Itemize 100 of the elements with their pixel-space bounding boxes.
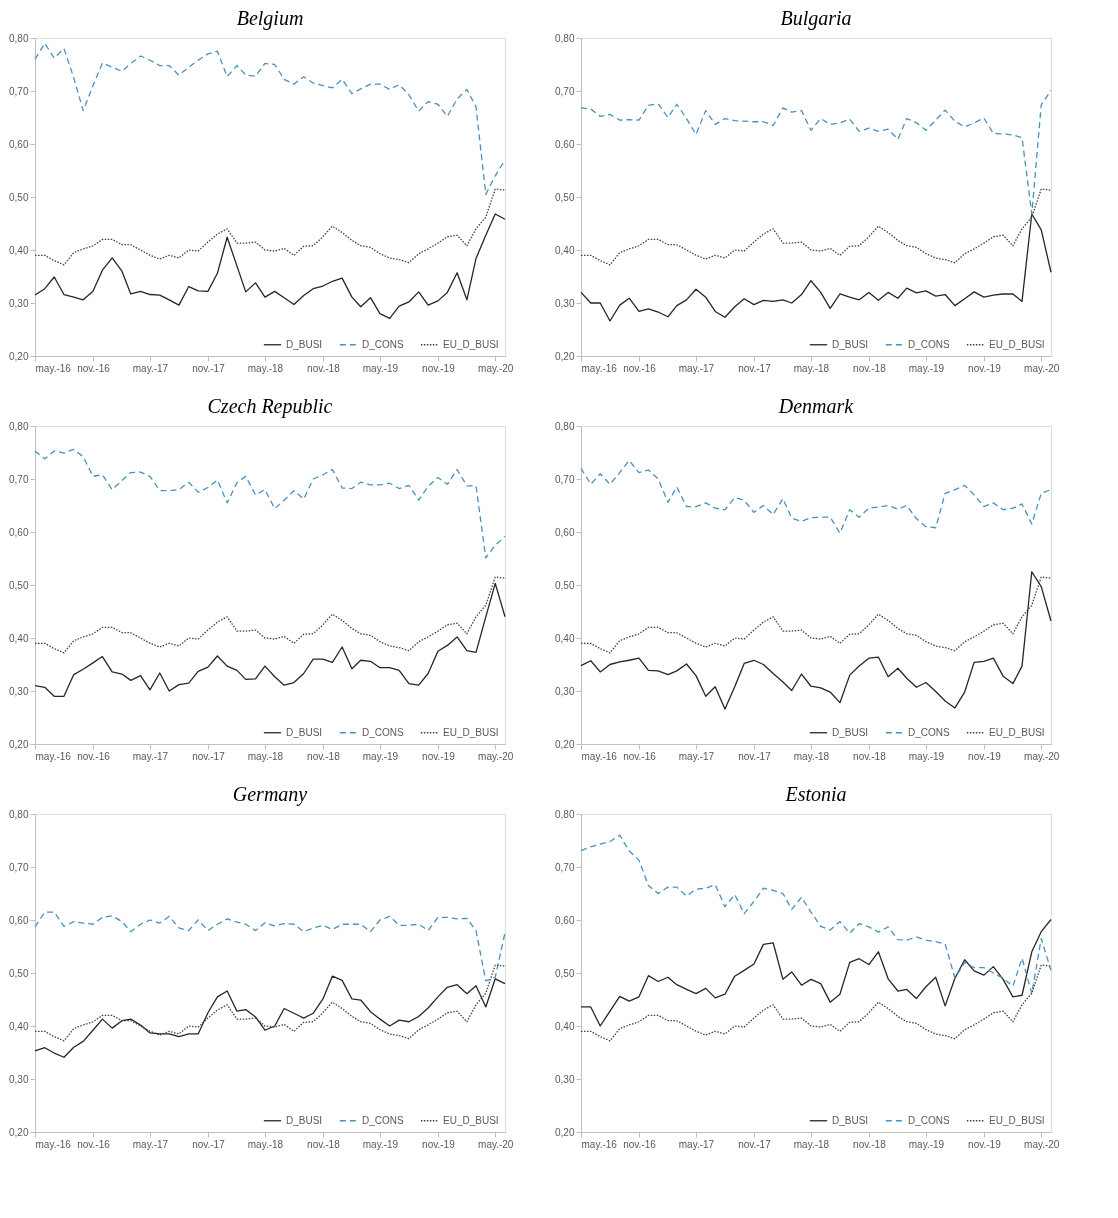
legend-label: D_BUSI — [832, 726, 869, 738]
x-tick-label: nov.-16 — [77, 362, 111, 374]
x-tick-label: nov.-19 — [422, 362, 456, 374]
y-tick-label: 0,60 — [9, 914, 29, 926]
line-series — [580, 188, 1052, 266]
x-tick-label: nov.-16 — [77, 750, 111, 762]
line-series — [34, 213, 506, 320]
x-tick-label: may.-17 — [678, 1138, 715, 1150]
chart-title: Bulgaria — [780, 7, 852, 30]
y-tick-label: 0,70 — [555, 85, 575, 97]
line-series — [34, 42, 506, 195]
x-tick-label: may.-19 — [908, 1138, 945, 1150]
line-series — [580, 834, 1052, 995]
y-tick-label: 0,30 — [555, 297, 575, 309]
x-tick-label: may.-17 — [132, 1138, 169, 1150]
y-tick-label: 0,40 — [555, 1020, 575, 1032]
x-tick-label: may.-20 — [478, 750, 514, 762]
y-tick-label: 0,50 — [555, 579, 575, 591]
legend-label: D_BUSI — [286, 338, 323, 350]
y-tick-label: 0,50 — [9, 579, 29, 591]
y-tick-label: 0,60 — [555, 914, 575, 926]
y-tick-label: 0,80 — [9, 420, 29, 432]
y-tick-label: 0,60 — [9, 526, 29, 538]
x-tick-label: may.-17 — [678, 750, 715, 762]
x-tick-label: may.-18 — [793, 750, 830, 762]
x-tick-label: nov.-16 — [623, 750, 657, 762]
chart-title: Belgium — [236, 7, 304, 30]
line-series — [580, 459, 1052, 534]
x-tick-label: may.-18 — [247, 362, 284, 374]
line-series — [580, 89, 1052, 215]
line-series — [34, 975, 506, 1058]
x-tick-label: may.-17 — [678, 362, 715, 374]
x-tick-label: may.-20 — [1024, 362, 1060, 374]
x-tick-label: may.-18 — [793, 1138, 830, 1150]
y-tick-label: 0,50 — [555, 967, 575, 979]
line-series — [34, 448, 506, 559]
x-tick-label: may.-17 — [132, 362, 169, 374]
x-tick-label: nov.-16 — [623, 1138, 657, 1150]
y-tick-label: 0,20 — [555, 738, 575, 750]
legend-label: EU_D_BUSI — [443, 1114, 499, 1126]
x-tick-label: nov.-16 — [623, 362, 657, 374]
y-tick-label: 0,80 — [555, 420, 575, 432]
y-tick-label: 0,60 — [555, 526, 575, 538]
x-tick-label: may.-18 — [793, 362, 830, 374]
y-tick-label: 0,30 — [9, 297, 29, 309]
legend-label: D_CONS — [908, 338, 950, 350]
y-tick-label: 0,70 — [9, 85, 29, 97]
x-tick-label: nov.-19 — [422, 1138, 456, 1150]
y-tick-label: 0,20 — [555, 1126, 575, 1138]
legend-label: D_CONS — [362, 1114, 404, 1126]
x-tick-label: nov.-18 — [307, 1138, 341, 1150]
x-tick-label: may.-18 — [247, 1138, 284, 1150]
line-series — [580, 571, 1052, 710]
x-tick-label: may.-19 — [362, 1138, 399, 1150]
legend-label: D_BUSI — [286, 1114, 323, 1126]
chart-title: Germany — [232, 783, 308, 806]
x-tick-label: may.-18 — [247, 750, 284, 762]
legend-label: D_BUSI — [832, 338, 869, 350]
x-tick-label: nov.-19 — [422, 750, 456, 762]
y-tick-label: 0,50 — [9, 191, 29, 203]
y-tick-label: 0,20 — [555, 350, 575, 362]
y-tick-label: 0,80 — [555, 32, 575, 44]
x-tick-label: may.-16 — [581, 1138, 618, 1150]
x-tick-label: may.-20 — [478, 362, 514, 374]
line-series — [580, 918, 1052, 1027]
x-tick-label: may.-19 — [908, 750, 945, 762]
chart-title: Czech Republic — [207, 395, 333, 418]
y-tick-label: 0,20 — [9, 738, 29, 750]
legend-label: D_BUSI — [832, 1114, 869, 1126]
x-tick-label: nov.-17 — [738, 1138, 772, 1150]
x-tick-label: nov.-18 — [307, 362, 341, 374]
x-tick-label: nov.-17 — [192, 750, 226, 762]
y-tick-label: 0,50 — [9, 967, 29, 979]
y-tick-label: 0,80 — [555, 808, 575, 820]
x-tick-label: nov.-18 — [853, 750, 887, 762]
x-tick-label: may.-19 — [362, 750, 399, 762]
x-tick-label: may.-16 — [35, 1138, 72, 1150]
x-tick-label: may.-16 — [35, 750, 72, 762]
x-tick-label: may.-20 — [478, 1138, 514, 1150]
legend-label: EU_D_BUSI — [443, 338, 499, 350]
legend-label: EU_D_BUSI — [989, 726, 1045, 738]
y-tick-label: 0,30 — [555, 685, 575, 697]
y-tick-label: 0,40 — [9, 244, 29, 256]
y-tick-label: 0,60 — [9, 138, 29, 150]
legend-label: D_BUSI — [286, 726, 323, 738]
legend-label: D_CONS — [362, 338, 404, 350]
x-tick-label: nov.-18 — [853, 362, 887, 374]
x-tick-label: may.-20 — [1024, 1138, 1060, 1150]
x-tick-label: may.-16 — [581, 750, 618, 762]
y-tick-label: 0,20 — [9, 350, 29, 362]
x-tick-label: may.-17 — [132, 750, 169, 762]
y-tick-label: 0,80 — [9, 32, 29, 44]
y-tick-label: 0,60 — [555, 138, 575, 150]
legend-label: D_CONS — [908, 726, 950, 738]
y-tick-label: 0,80 — [9, 808, 29, 820]
x-tick-label: nov.-17 — [738, 362, 772, 374]
legend-label: D_CONS — [362, 726, 404, 738]
y-tick-label: 0,30 — [9, 1073, 29, 1085]
line-series — [580, 576, 1052, 654]
x-tick-label: nov.-19 — [968, 1138, 1002, 1150]
